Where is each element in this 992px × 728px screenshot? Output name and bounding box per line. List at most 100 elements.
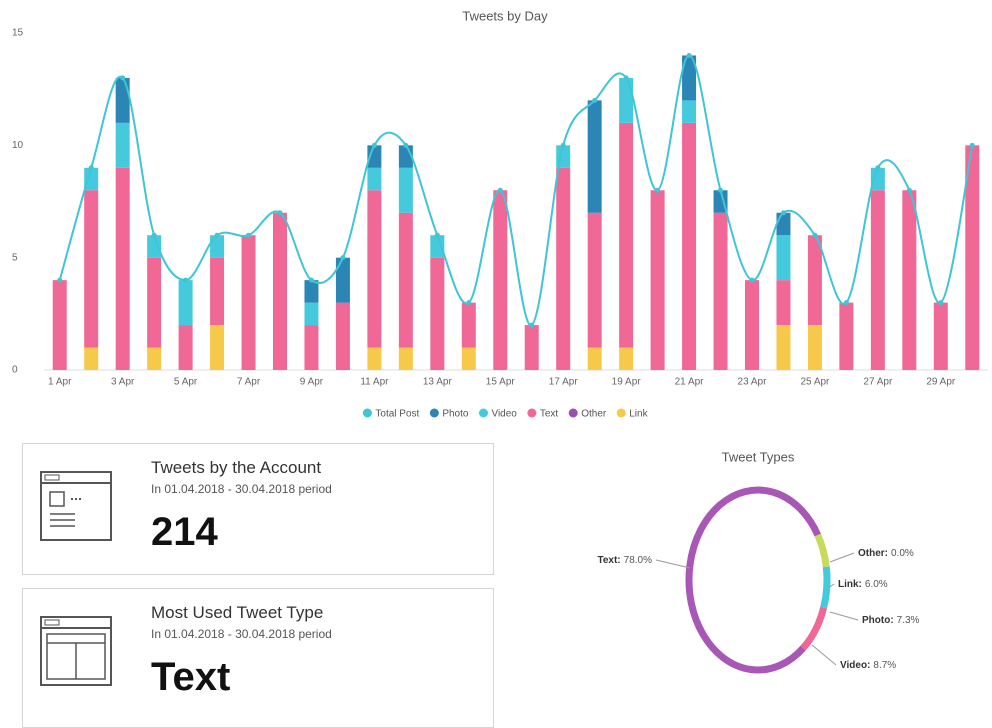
- bar-segment: [178, 280, 193, 326]
- legend-swatch: [429, 408, 439, 418]
- pie-slice: [800, 606, 828, 651]
- bar-segment: [461, 302, 476, 348]
- pie-slice: [685, 486, 821, 674]
- line-point: [340, 255, 346, 261]
- card-value: 214: [151, 510, 218, 554]
- pie-slice: [814, 533, 830, 568]
- bar-segment: [839, 302, 854, 370]
- bar-segment: [807, 235, 822, 326]
- bar-segment: [619, 77, 634, 123]
- bar-segment: [147, 347, 162, 370]
- x-tick-label: 3 Apr: [111, 377, 135, 388]
- pie-label-name: Photo:: [862, 615, 894, 626]
- legend-item: Text: [527, 408, 559, 420]
- card-value: Text: [151, 655, 231, 699]
- bar-segment: [965, 145, 980, 370]
- line-point: [308, 277, 314, 283]
- pie-label-value: 6.0%: [865, 579, 888, 590]
- card-title: Most Used Tweet Type: [151, 603, 324, 622]
- legend-label: Other: [581, 409, 607, 420]
- card-period: In 01.04.2018 - 30.04.2018 period: [151, 482, 332, 496]
- bar-segment: [587, 212, 602, 348]
- bar-segment: [682, 122, 697, 370]
- line-point: [843, 300, 849, 306]
- line-point: [906, 187, 912, 193]
- pie-slice: [820, 566, 831, 609]
- bar-segment: [430, 235, 445, 258]
- bar-segment: [84, 167, 99, 191]
- line-point: [560, 142, 566, 148]
- y-tick-label: 5: [12, 252, 18, 263]
- bar-segment: [115, 77, 130, 123]
- legend-label: Photo: [442, 409, 469, 420]
- bar-segment: [745, 280, 759, 370]
- total-line: [58, 54, 974, 327]
- bar-segment: [713, 212, 728, 370]
- y-tick-label: 10: [12, 140, 24, 151]
- legend-item: Total Post: [362, 408, 420, 420]
- bar-segment: [776, 212, 791, 236]
- bar-segment: [870, 190, 885, 370]
- legend-swatch: [362, 408, 372, 418]
- bar-segment: [933, 302, 948, 370]
- bar-segment: [335, 302, 350, 370]
- line-point: [57, 277, 63, 283]
- bar-segment: [902, 190, 917, 370]
- leader-line: [655, 559, 691, 569]
- line-point: [183, 277, 189, 283]
- x-tick-label: 29 Apr: [926, 377, 956, 388]
- pie-title: Tweet Types: [722, 449, 795, 464]
- legend-item: Other: [568, 408, 607, 420]
- leader-line: [811, 644, 837, 666]
- line-point: [812, 232, 818, 238]
- bar-segment: [807, 325, 822, 370]
- chart-title: Tweets by Day: [462, 8, 548, 23]
- y-tick-label: 0: [12, 365, 18, 376]
- line-point: [592, 97, 598, 103]
- leader-line: [829, 552, 855, 563]
- page: {"chart_data": [ {"type": "bar", "title"…: [12, 8, 988, 728]
- x-tick-label: 27 Apr: [863, 377, 893, 388]
- line-point: [655, 187, 661, 193]
- bar-segment: [241, 235, 256, 370]
- legend-label: Video: [491, 409, 517, 420]
- legend-label: Link: [629, 409, 648, 420]
- bar-segment: [115, 167, 130, 370]
- bar-segment: [682, 55, 697, 101]
- bar-segment: [461, 347, 476, 370]
- legend-item: Video: [478, 408, 517, 420]
- bar-segment: [776, 235, 791, 281]
- card-icon: [40, 616, 112, 686]
- pie-label: Video: 8.7%: [840, 660, 896, 671]
- pie-label-value: 78.0%: [624, 555, 652, 566]
- bar-segment: [210, 325, 225, 370]
- x-tick-label: 15 Apr: [486, 377, 516, 388]
- bar-segment: [650, 190, 665, 370]
- bar-segment: [84, 190, 99, 348]
- bar-segment: [210, 257, 225, 326]
- bar-segment: [178, 325, 193, 370]
- bar-segment: [398, 212, 413, 348]
- bar-segment: [776, 280, 791, 326]
- bar-segment: [587, 100, 602, 213]
- pie-label: Photo: 7.3%: [862, 615, 920, 626]
- line-point: [246, 232, 252, 238]
- legend-label: Total Post: [375, 409, 419, 420]
- x-tick-label: 21 Apr: [675, 377, 705, 388]
- x-tick-label: 5 Apr: [174, 377, 198, 388]
- bar-segment: [430, 257, 445, 370]
- line-point: [403, 142, 409, 148]
- bar-segment: [115, 122, 130, 168]
- x-tick-label: 17 Apr: [549, 377, 579, 388]
- bar-segment: [273, 212, 287, 370]
- bar-segment: [619, 347, 634, 370]
- line-point: [277, 210, 283, 216]
- x-tick-label: 1 Apr: [48, 377, 72, 388]
- card-title: Tweets by the Account: [151, 458, 322, 477]
- dashboard: Tweets by Day Tweet Types 0 5 10 15 1 Apr 3 A…: [12, 8, 988, 674]
- bar-segment: [398, 167, 413, 213]
- card: Tweets by the Account In 01.04.2018 - 30…: [22, 443, 494, 575]
- legend-label: Text: [540, 409, 559, 420]
- pie-label: Text: 78.0%: [597, 555, 652, 566]
- line-point: [969, 142, 975, 148]
